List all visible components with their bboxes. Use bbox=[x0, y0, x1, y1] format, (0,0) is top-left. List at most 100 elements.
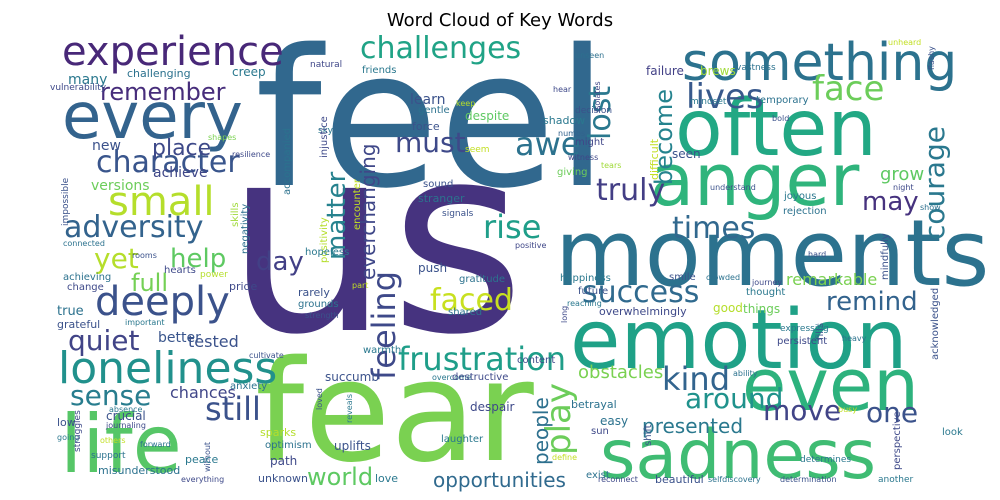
word-future: future bbox=[578, 286, 608, 297]
word-awe: awe bbox=[515, 125, 580, 163]
word-easy: easy bbox=[600, 414, 628, 428]
word-unheard: unheard bbox=[888, 38, 921, 47]
word-betrayal: betrayal bbox=[571, 398, 617, 411]
word-persistent: persistent bbox=[777, 336, 827, 347]
word-around: around bbox=[685, 382, 783, 415]
word-forward: forward bbox=[140, 440, 171, 449]
word-content: content bbox=[517, 355, 555, 366]
word-many: many bbox=[68, 72, 107, 88]
word-reveals: reveals bbox=[345, 394, 354, 423]
word-beautiful: beautiful bbox=[655, 473, 704, 486]
word-still: still bbox=[205, 390, 261, 428]
word-support: support bbox=[91, 451, 126, 461]
word-moments: moments bbox=[555, 200, 989, 307]
word-misunderstood: misunderstood bbox=[98, 464, 180, 477]
word-define: define bbox=[552, 453, 577, 462]
word-become: become bbox=[650, 89, 678, 185]
word-others: others bbox=[100, 436, 125, 445]
word-presented: presented bbox=[642, 414, 743, 438]
word-true: true bbox=[57, 304, 84, 319]
word-witness: witness bbox=[568, 153, 598, 162]
word-rejection: rejection bbox=[783, 206, 827, 217]
word-challenging: challenging bbox=[127, 67, 191, 80]
word-force: force bbox=[412, 120, 440, 133]
word-tested: tested bbox=[188, 332, 239, 351]
word-optimism: optimism bbox=[265, 440, 312, 451]
word-kind: kind bbox=[662, 360, 730, 398]
word-everchanging: everchanging bbox=[356, 144, 380, 280]
word-part: part bbox=[352, 281, 368, 290]
word-skills: skills bbox=[230, 202, 241, 227]
word-resilience: resilience bbox=[232, 150, 270, 159]
word-isolates: isolates bbox=[593, 81, 602, 112]
word-remember: remember bbox=[100, 78, 226, 106]
word-seem: seem bbox=[465, 145, 490, 155]
word-giving: giving bbox=[557, 167, 588, 178]
word-obstacles: obstacles bbox=[578, 362, 663, 383]
word-versions: versions bbox=[91, 178, 150, 194]
word-without: without bbox=[203, 442, 212, 472]
word-times: times bbox=[672, 211, 755, 246]
word-friends: friends bbox=[362, 65, 396, 76]
word-rise: rise bbox=[483, 208, 541, 246]
word-success: success bbox=[582, 275, 699, 310]
word-low: low bbox=[57, 416, 76, 429]
chart-title: Word Cloud of Key Words bbox=[386, 10, 614, 31]
word-sense: sense bbox=[70, 379, 151, 412]
word-succumb: succumb bbox=[325, 370, 379, 384]
word-absence: absence bbox=[109, 405, 143, 414]
word-loved: loved bbox=[315, 388, 324, 410]
word-even: even bbox=[742, 343, 919, 427]
word-us: us bbox=[225, 90, 525, 392]
word-lost: lost bbox=[583, 86, 618, 140]
word-heavy: heavy bbox=[842, 334, 867, 343]
word-night: night bbox=[893, 183, 914, 192]
word-frustration: frustration bbox=[398, 340, 566, 378]
word-smile: smile bbox=[669, 272, 696, 283]
word-day: day bbox=[256, 247, 304, 277]
word-move: move bbox=[763, 394, 841, 427]
word-reconnect: reconnect bbox=[598, 475, 638, 484]
word-truly: truly bbox=[596, 173, 665, 208]
word-world: world bbox=[307, 463, 373, 491]
word-new: new bbox=[92, 138, 121, 154]
word-push: push bbox=[418, 261, 447, 275]
word-sparks: sparks bbox=[260, 426, 296, 439]
word-peace: peace bbox=[185, 453, 219, 466]
word-hear: hear bbox=[553, 85, 572, 94]
word-sun: sun bbox=[591, 426, 609, 437]
word-grounds: grounds bbox=[298, 299, 339, 310]
word-hearts: hearts bbox=[164, 265, 196, 276]
word-character: character bbox=[96, 145, 240, 180]
word-courage: courage bbox=[918, 126, 951, 240]
word-show: show bbox=[920, 203, 941, 212]
word-crowded: crowded bbox=[706, 273, 740, 282]
word-grow: grow bbox=[880, 164, 924, 185]
word-positive: positive bbox=[515, 241, 546, 250]
word-brews: brews bbox=[700, 64, 736, 78]
word-strength: strength bbox=[305, 311, 339, 320]
word-place: place bbox=[152, 136, 211, 161]
word-anxiety: anxiety bbox=[230, 381, 267, 392]
word-going: going bbox=[57, 433, 79, 442]
word-challenges: challenges bbox=[360, 31, 521, 66]
word-journaling: journaling bbox=[105, 421, 146, 430]
word-cultivate: cultivate bbox=[249, 351, 284, 360]
word-difficult: difficult bbox=[648, 138, 661, 180]
word-journey: journey bbox=[751, 278, 782, 287]
word-despite: despite bbox=[465, 109, 509, 123]
word-accompanied: accompanied bbox=[282, 128, 293, 195]
word-power: power bbox=[200, 270, 228, 280]
word-experience: experience bbox=[62, 29, 284, 75]
word-everything: everything bbox=[181, 475, 224, 484]
word-determines: determines bbox=[800, 455, 851, 465]
word-crucial: crucial bbox=[106, 409, 146, 423]
word-struggles: struggles bbox=[73, 410, 83, 452]
word-vastness: vastness bbox=[736, 63, 776, 73]
word-something: something bbox=[682, 33, 957, 93]
word-learn: learn bbox=[410, 92, 445, 108]
word-remind: remind bbox=[826, 287, 918, 317]
word-ability: ability bbox=[733, 369, 758, 378]
word-temporary: temporary bbox=[756, 95, 809, 106]
word-achieving: achieving bbox=[63, 272, 111, 283]
